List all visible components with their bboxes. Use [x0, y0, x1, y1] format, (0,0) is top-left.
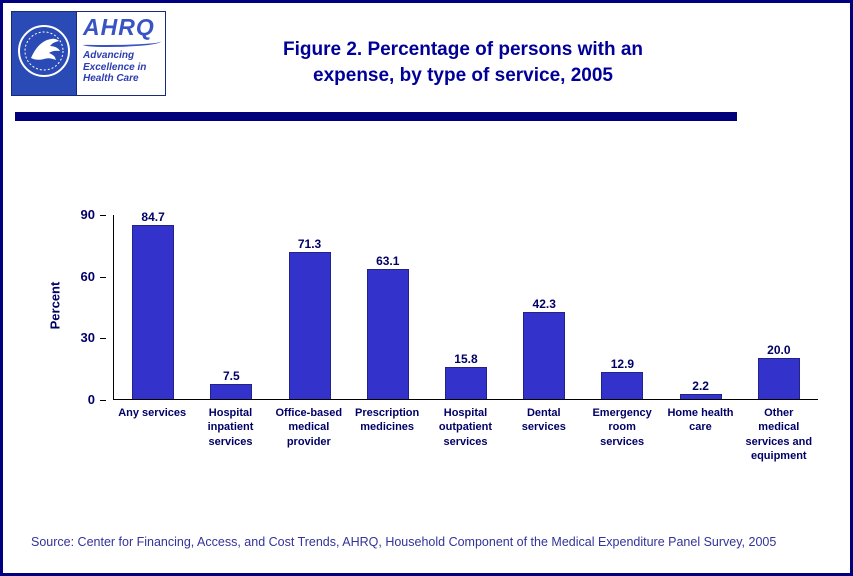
figure-title-line-1: Figure 2. Percentage of persons with an [282, 39, 644, 60]
bar [757, 358, 800, 399]
ahrq-acronym-text: AHRQ [83, 14, 155, 40]
x-axis-category-label: Office-based medical provider [275, 407, 343, 448]
x-axis-category-label: Hospital outpatient services [438, 407, 493, 448]
bar [444, 367, 487, 399]
figure-title: Figure 2. Percentage of persons with an … [203, 37, 723, 88]
bar [366, 269, 409, 399]
x-axis-category-label: Dental services [521, 407, 566, 434]
header-logos: AHRQ Advancing Excellence in Health Care [11, 11, 166, 96]
x-axis-category-label: Home health care [667, 407, 734, 434]
bar [132, 225, 175, 399]
bar [601, 372, 644, 399]
x-axis-category-label: Emergency room services [592, 407, 652, 448]
y-tick-label: 60 [80, 268, 107, 284]
bar-value-label: 7.5 [222, 369, 240, 383]
bar-value-label: 84.7 [141, 210, 165, 224]
hhs-seal-icon [17, 24, 71, 83]
bar [679, 394, 722, 399]
bar-value-label: 63.1 [376, 254, 400, 268]
bar-value-label: 20.0 [767, 343, 791, 357]
y-tick-label: 0 [87, 392, 107, 407]
bar-group: 71.3 [270, 238, 348, 399]
bar-group: 84.7 [114, 211, 192, 399]
header-divider-bar [15, 112, 737, 121]
bar [523, 312, 566, 399]
y-tick-label: 90 [80, 207, 107, 222]
bar [210, 384, 253, 399]
plot-area: 84.7 7.5 71.3 63.1 15.8 42.3 12.9 2.2 20.0 [113, 211, 818, 400]
ahrq-logo: AHRQ Advancing Excellence in Health Care [76, 12, 165, 95]
bar-value-label: 15.8 [454, 352, 478, 366]
bar-value-label: 42.3 [532, 297, 556, 311]
figure-title-line-2: expense, by type of service, 2005 [313, 64, 613, 86]
y-axis-label: Percent [47, 281, 63, 330]
x-axis-category-label: Prescription medicines [355, 407, 420, 434]
bar-group: 63.1 [349, 255, 427, 399]
y-axis-ticks: 0 30 60 90 [69, 207, 107, 407]
hhs-logo [12, 12, 76, 95]
x-axis-category-label: Other medical services and equipment [745, 407, 813, 462]
bar-group: 15.8 [427, 353, 505, 399]
bar [288, 252, 331, 399]
ahrq-tagline-text: Advancing Excellence in Health Care [83, 50, 147, 84]
bar-value-label: 2.2 [692, 379, 709, 393]
x-axis-category-label: Any services [118, 407, 187, 419]
y-tick-label: 30 [80, 330, 107, 346]
bar-value-label: 12.9 [610, 357, 635, 371]
bar-group: 12.9 [583, 358, 661, 399]
bar-group: 20.0 [740, 344, 818, 399]
bar-group: 42.3 [505, 298, 583, 399]
bar-group: 7.5 [192, 370, 270, 399]
bar-value-label: 71.3 [297, 237, 322, 251]
source-text: Source: Center for Financing, Access, an… [31, 535, 777, 549]
ahrq-swoosh-icon [83, 39, 161, 47]
bar-group: 2.2 [662, 380, 740, 399]
x-axis-labels: Any services Hospital inpatient services O… [113, 406, 818, 463]
x-axis-category-label: Hospital inpatient services [207, 407, 254, 448]
